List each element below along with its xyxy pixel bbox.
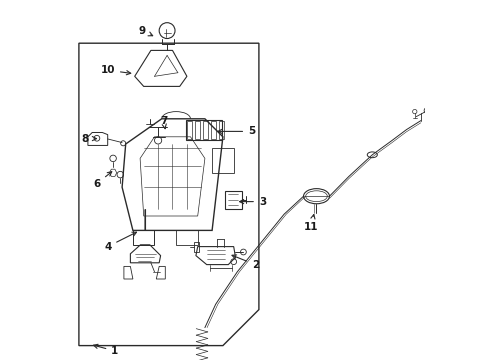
Text: 4: 4 <box>104 232 136 252</box>
Text: 2: 2 <box>232 255 258 270</box>
Text: 8: 8 <box>81 134 96 144</box>
Text: 9: 9 <box>138 26 152 36</box>
Text: 5: 5 <box>218 126 255 136</box>
Text: 10: 10 <box>100 65 130 75</box>
Text: 6: 6 <box>93 172 112 189</box>
Text: 3: 3 <box>239 197 265 207</box>
Text: 11: 11 <box>303 215 318 232</box>
Text: 7: 7 <box>160 116 167 129</box>
Text: 1: 1 <box>93 344 118 356</box>
